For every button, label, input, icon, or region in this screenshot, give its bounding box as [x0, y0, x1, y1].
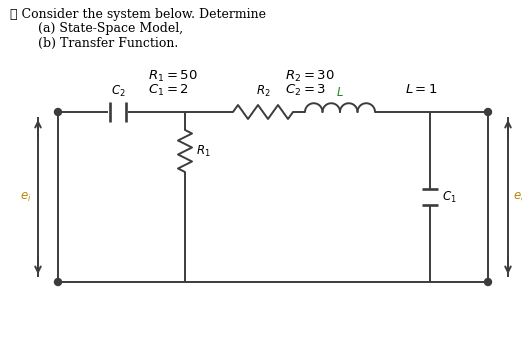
Text: $C_2 = 3$: $C_2 = 3$	[285, 83, 326, 98]
Text: $C_1 = 2$: $C_1 = 2$	[148, 83, 189, 98]
Text: $R_1$: $R_1$	[196, 144, 211, 159]
Text: (a) State-Space Model,: (a) State-Space Model,	[38, 22, 183, 35]
Circle shape	[484, 278, 492, 286]
Circle shape	[484, 109, 492, 116]
Text: $C_2$: $C_2$	[111, 84, 125, 99]
Circle shape	[54, 109, 62, 116]
Text: $R_2 = 30$: $R_2 = 30$	[285, 69, 335, 84]
Text: $L = 1$: $L = 1$	[405, 83, 438, 96]
Text: $e_i$: $e_i$	[20, 190, 32, 203]
Text: $R_2$: $R_2$	[256, 84, 270, 99]
Text: $L$: $L$	[336, 86, 344, 99]
Text: $e_o$: $e_o$	[513, 190, 522, 203]
Text: $R_1 = 50$: $R_1 = 50$	[148, 69, 198, 84]
Text: ∴ Consider the system below. Determine: ∴ Consider the system below. Determine	[10, 8, 266, 21]
Circle shape	[54, 278, 62, 286]
Text: (b) Transfer Function.: (b) Transfer Function.	[38, 37, 178, 50]
Text: $C_1$: $C_1$	[442, 190, 457, 205]
